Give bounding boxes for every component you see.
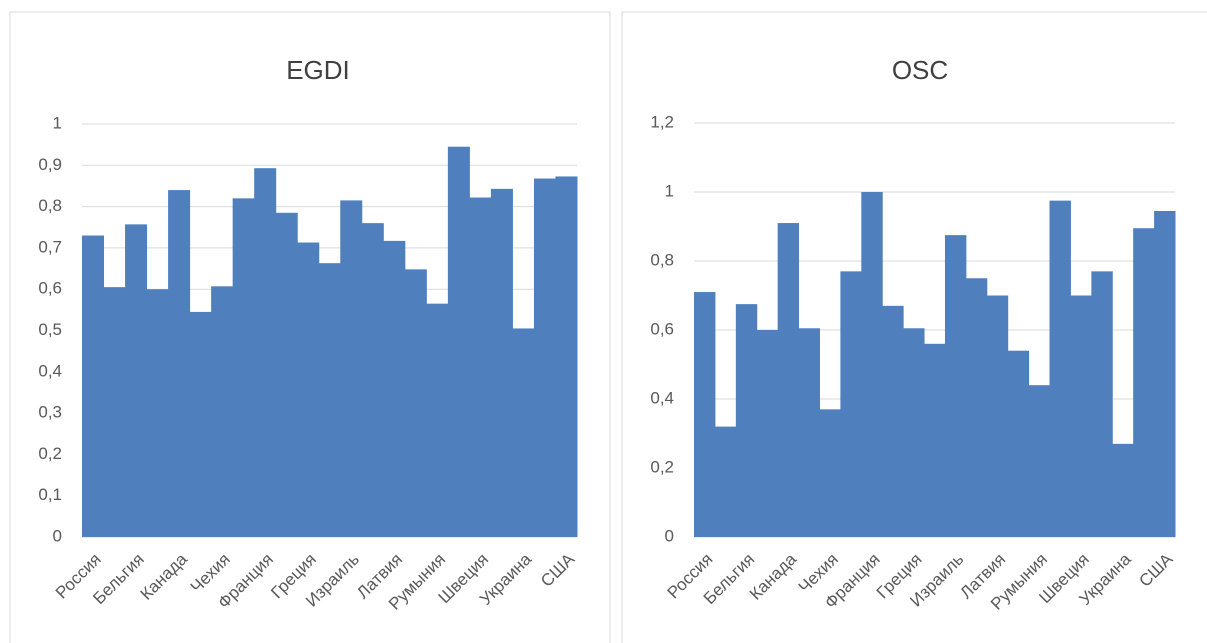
bar [82,235,105,537]
y-tick-label: 0,4 [650,388,674,407]
bar [146,289,169,537]
bar [232,198,255,537]
panel [621,11,1207,643]
y-tick-label: 0,2 [650,457,674,476]
y-tick-label: 0,9 [38,155,62,174]
bar [340,200,363,537]
bar [490,188,513,537]
bar [211,286,234,537]
bar [840,271,862,537]
bar [404,269,427,537]
bar [426,303,449,537]
bar [1091,271,1113,537]
bar [798,328,820,537]
bar [555,176,578,538]
bar [533,178,556,538]
x-tick-label: Канада [746,549,801,604]
bar [694,292,716,537]
bar [756,330,779,537]
y-tick-label: 0,8 [650,250,674,269]
bar [777,223,800,538]
bar [986,295,1009,537]
y-tick-label: 0,7 [38,237,62,256]
bar [447,146,470,537]
y-tick-label: 0 [53,526,62,545]
y-tick-label: 1 [53,113,62,132]
bar [1070,295,1092,537]
y-tick-label: 0,2 [38,444,62,463]
x-tick-label: Канада [137,549,192,604]
y-tick-label: 0,6 [38,279,62,298]
y-tick-label: 0,4 [38,361,62,380]
bar [512,328,535,537]
bar [1154,210,1176,537]
bar [318,263,341,537]
bar [965,278,988,537]
y-tick-label: 1,2 [650,112,674,131]
bar [944,235,967,537]
bar [735,304,758,537]
bar [469,197,492,537]
x-tick-label: США [537,549,579,591]
bar [275,212,298,538]
bar [861,192,883,537]
panel [9,11,611,643]
bar [1133,228,1155,537]
bar [189,311,212,537]
bar [254,168,277,538]
bar [168,190,191,537]
bar [297,242,320,537]
bar [819,409,841,537]
bar [1007,350,1030,537]
bar [1028,385,1051,537]
x-tick-label: США [1135,549,1177,591]
bar [383,240,406,537]
chart-title: OSC [892,55,948,85]
y-tick-label: 0,5 [38,320,62,339]
bar [361,223,384,537]
y-tick-label: 0,1 [38,485,62,504]
chart-title: EGDI [286,55,350,85]
bar [125,224,148,537]
y-tick-label: 0,6 [650,319,674,338]
bar [903,328,925,537]
y-tick-label: 1 [665,181,674,200]
bar [103,287,126,537]
bar [1112,443,1134,537]
y-tick-label: 0 [665,526,674,545]
bar [714,426,737,537]
bar [882,305,904,537]
y-tick-label: 0,8 [38,196,62,215]
bar [1049,200,1071,537]
bar [924,343,946,537]
y-tick-label: 0,3 [38,403,62,422]
